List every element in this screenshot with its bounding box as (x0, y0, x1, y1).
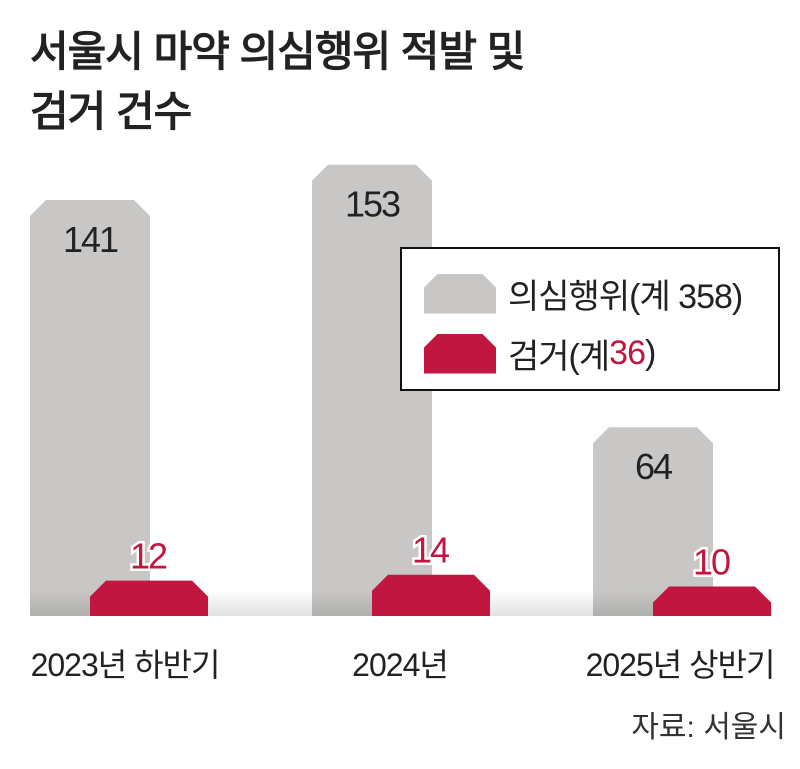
bar-arrest (653, 586, 771, 616)
legend-swatch-arrest (424, 334, 496, 374)
source-note: 자료: 서울시 (631, 711, 786, 744)
value-label-suspicious: 64 (635, 446, 672, 487)
value-label-arrest: 14 (412, 530, 449, 571)
bar-suspicious (30, 200, 150, 617)
legend-label-arrest-suffix: ) (645, 334, 656, 372)
chart-title-line1: 서울시 마약 의심행위 적발 및 (30, 28, 525, 75)
legend-label-arrest-prefix: 검거(계 (508, 338, 610, 376)
legend-swatch-suspicious (424, 274, 496, 314)
value-label-suspicious: 153 (345, 184, 400, 225)
chart-title-line2: 검거 건수 (30, 88, 192, 135)
value-label-arrest: 10 (693, 542, 730, 583)
bar-suspicious (593, 427, 713, 616)
legend: 의심행위(계 358) 검거(계 36) (400, 247, 780, 391)
value-label-suspicious: 141 (63, 219, 118, 260)
value-label-arrest: 12 (130, 536, 167, 577)
bar-arrest (90, 580, 208, 616)
legend-label-suspicious: 의심행위(계 358) (508, 278, 743, 316)
legend-item-arrest: 검거(계 36) (424, 329, 656, 378)
legend-label-arrest-total: 36 (609, 334, 646, 372)
x-tick-label: 2023년 하반기 (31, 647, 220, 683)
bar-arrest (372, 574, 490, 616)
x-tick-label: 2024년 (352, 647, 448, 683)
legend-item-suspicious: 의심행위(계 358) (424, 269, 743, 318)
x-tick-label: 2025년 상반기 (586, 647, 775, 683)
